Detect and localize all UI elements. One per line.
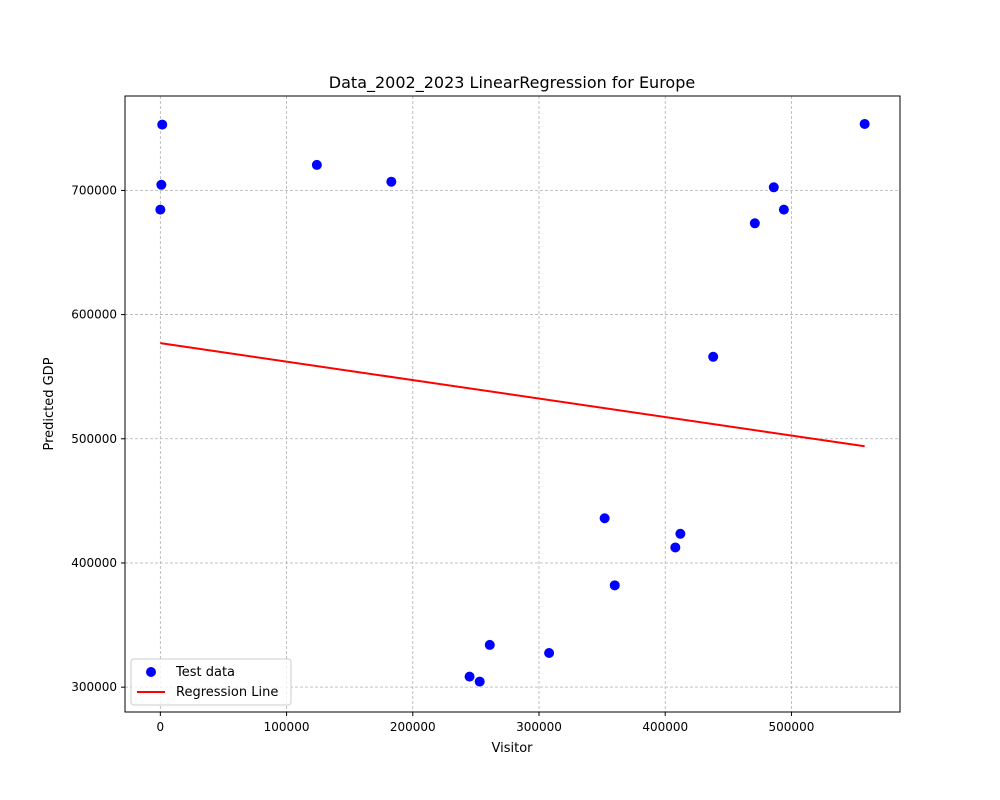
x-tick-label: 500000 bbox=[769, 720, 815, 734]
legend: Test data Regression Line bbox=[130, 658, 292, 706]
y-tick-label: 600000 bbox=[71, 308, 117, 322]
x-tick-label: 200000 bbox=[390, 720, 436, 734]
legend-label-regression-line: Regression Line bbox=[176, 685, 278, 700]
x-tick-label: 100000 bbox=[264, 720, 310, 734]
x-axis-label: Visitor bbox=[492, 741, 534, 756]
scatter-point bbox=[474, 676, 485, 687]
scatter-point bbox=[156, 179, 167, 190]
axis-ticks: 0 100000 200000 300000 400000 500000 300000 400… bbox=[71, 183, 814, 734]
scatter-point bbox=[484, 639, 495, 650]
y-tick-label: 300000 bbox=[71, 680, 117, 694]
legend-marker-test-data bbox=[146, 667, 156, 677]
plot-area bbox=[124, 95, 901, 713]
scatter-point bbox=[464, 671, 475, 682]
chart-title: Data_2002_2023 LinearRegression for Euro… bbox=[329, 73, 695, 93]
scatter-point bbox=[749, 218, 760, 229]
grid bbox=[125, 96, 900, 712]
scatter-point bbox=[670, 542, 681, 553]
x-tick-label: 0 bbox=[157, 720, 165, 734]
x-tick-label: 300000 bbox=[516, 720, 562, 734]
regression-line bbox=[160, 342, 865, 448]
data-series bbox=[155, 118, 870, 687]
scatter-point bbox=[778, 204, 789, 215]
scatter-point bbox=[675, 528, 686, 539]
scatter-point bbox=[311, 159, 322, 170]
scatter-point bbox=[157, 119, 168, 130]
scatter-point bbox=[859, 118, 870, 129]
x-tick-label: 400000 bbox=[642, 720, 688, 734]
scatter-point bbox=[599, 513, 610, 524]
legend-label-test-data: Test data bbox=[175, 665, 235, 680]
y-tick-label: 400000 bbox=[71, 556, 117, 570]
scatter-point bbox=[609, 580, 620, 591]
legend-box bbox=[130, 658, 292, 706]
y-tick-label: 500000 bbox=[71, 432, 117, 446]
y-axis-label: Predicted GDP bbox=[42, 357, 57, 450]
scatter-point bbox=[708, 351, 719, 362]
scatter-point bbox=[768, 182, 779, 193]
scatter-point bbox=[155, 204, 166, 215]
scatter-point bbox=[544, 648, 555, 659]
scatter-point bbox=[386, 176, 397, 187]
y-tick-label: 700000 bbox=[71, 183, 117, 197]
